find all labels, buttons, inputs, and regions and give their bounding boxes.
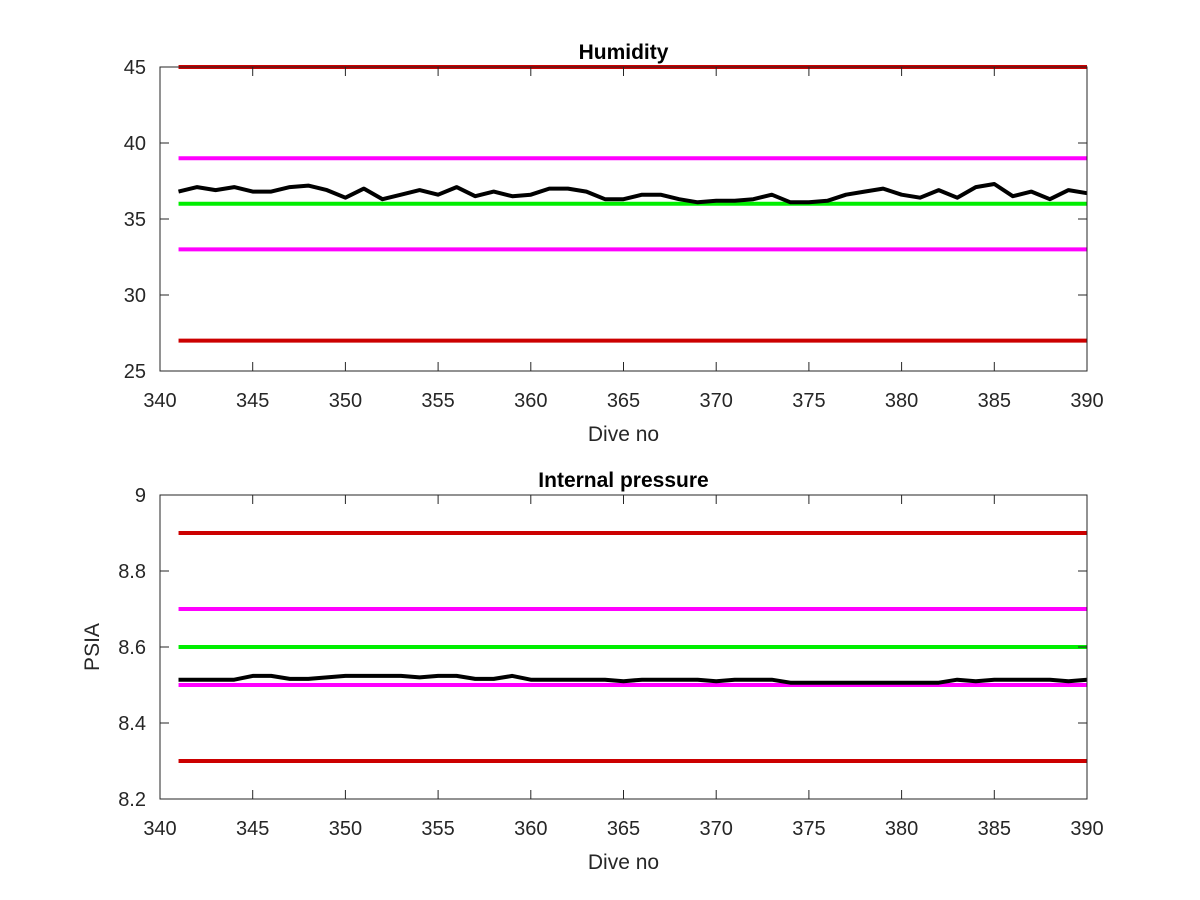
x-tick-label: 385 bbox=[978, 818, 1011, 840]
chart-panel-1: 340 345 350 355 360 365 370 375 380 385 390 25 30 35 4… bbox=[124, 41, 1104, 446]
y-axis-label: PSIA bbox=[81, 623, 104, 671]
plot-area bbox=[160, 67, 1087, 371]
x-tick-label: 340 bbox=[143, 390, 176, 412]
y-tick-label: 8.4 bbox=[118, 713, 146, 735]
y-tick-label: 40 bbox=[124, 133, 146, 155]
x-tick-label: 390 bbox=[1070, 390, 1103, 412]
y-tick-label: 9 bbox=[135, 485, 146, 507]
x-tick-label: 345 bbox=[236, 818, 269, 840]
x-tick-label: 365 bbox=[607, 818, 640, 840]
x-tick-label: 375 bbox=[792, 390, 825, 412]
x-tick-label: 375 bbox=[792, 818, 825, 840]
x-tick-label: 355 bbox=[421, 390, 454, 412]
series-line-0 bbox=[178, 182, 1088, 205]
x-tick-label: 345 bbox=[236, 390, 269, 412]
y-tick-label: 35 bbox=[124, 209, 146, 231]
y-tick-label: 25 bbox=[124, 361, 146, 383]
x-tick-label: 360 bbox=[514, 390, 547, 412]
x-tick-label: 360 bbox=[514, 818, 547, 840]
chart-title: Humidity bbox=[579, 41, 669, 64]
y-tick-label: 8.8 bbox=[118, 561, 146, 583]
x-tick-label: 385 bbox=[978, 390, 1011, 412]
x-tick-label: 340 bbox=[143, 818, 176, 840]
x-tick-label: 380 bbox=[885, 818, 918, 840]
y-tick-label: 30 bbox=[124, 285, 146, 307]
x-axis-label: Dive no bbox=[588, 851, 659, 874]
x-tick-label: 355 bbox=[421, 818, 454, 840]
y-tick-label: 8.2 bbox=[118, 789, 146, 811]
x-tick-label: 390 bbox=[1070, 818, 1103, 840]
y-tick-label: 45 bbox=[124, 57, 146, 79]
y-tick-label: 8.6 bbox=[118, 637, 146, 659]
x-tick-label: 370 bbox=[700, 818, 733, 840]
x-tick-label: 370 bbox=[700, 390, 733, 412]
x-tick-label: 365 bbox=[607, 390, 640, 412]
x-tick-label: 350 bbox=[329, 818, 362, 840]
chart-title: Internal pressure bbox=[538, 469, 708, 492]
x-axis-label: Dive no bbox=[588, 423, 659, 446]
chart-panel-2: 340 345 350 355 360 365 370 375 380 385 390 8.2 8.4 8… bbox=[81, 469, 1104, 874]
x-tick-label: 350 bbox=[329, 390, 362, 412]
series-line-0 bbox=[178, 673, 1088, 685]
x-tick-label: 380 bbox=[885, 390, 918, 412]
